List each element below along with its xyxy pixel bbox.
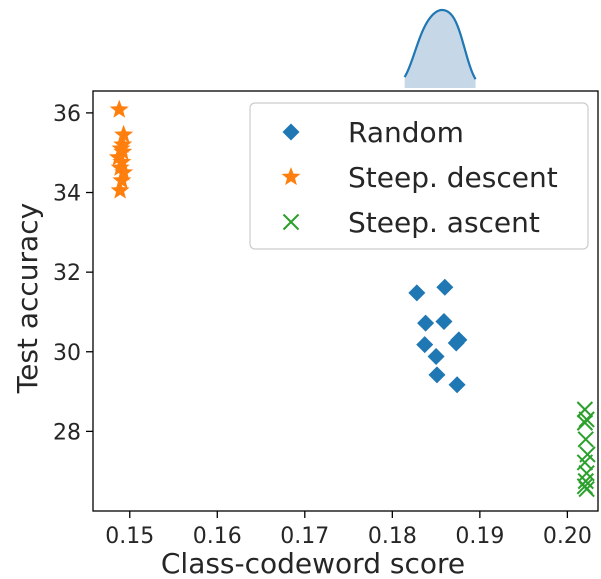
point-steep-descent <box>109 99 129 118</box>
point-steep-ascent <box>577 431 594 448</box>
y-tick-label: 32 <box>53 261 81 286</box>
x-tick-label: 0.18 <box>368 524 417 549</box>
point-random <box>436 278 454 296</box>
point-random <box>427 348 445 366</box>
point-steep-ascent <box>578 411 595 428</box>
legend-label: Random <box>348 116 464 149</box>
y-tick-label: 34 <box>53 182 81 207</box>
legend-marker <box>282 213 300 231</box>
plot-frame <box>92 90 599 512</box>
y-axis-label: Test accuracy <box>11 203 44 394</box>
point-random <box>435 313 453 331</box>
point-steep-descent <box>110 180 130 199</box>
point-random <box>450 331 468 349</box>
x-tick-label: 0.17 <box>280 524 329 549</box>
point-steep-ascent <box>576 414 594 431</box>
x-axis-label: Class-codeword score <box>161 547 465 579</box>
x-tick-label: 0.16 <box>193 524 242 549</box>
point-steep-descent <box>112 170 132 189</box>
legend-marker <box>282 123 300 141</box>
point-steep-descent <box>112 152 132 171</box>
point-random <box>408 284 426 302</box>
point-steep-descent <box>114 124 134 143</box>
y-axis-ticks: 28 30 32 34 36 <box>53 102 93 445</box>
point-random <box>417 314 435 332</box>
x-tick-label: 0.19 <box>455 524 504 549</box>
legend-box <box>249 102 589 250</box>
point-steep-ascent <box>578 480 595 498</box>
legend: Random Steep. descent Steep. ascent <box>249 102 589 250</box>
point-steep-descent <box>108 147 128 166</box>
legend-label: Steep. ascent <box>348 206 540 239</box>
point-steep-descent <box>110 157 130 176</box>
data-points <box>108 99 596 498</box>
point-random <box>416 336 434 354</box>
y-tick-label: 30 <box>53 341 81 366</box>
x-tick-label: 0.20 <box>543 524 592 549</box>
point-steep-descent <box>113 141 133 160</box>
marginal-density-line <box>403 8 477 80</box>
x-axis-ticks: 0.15 0.16 0.17 0.18 0.19 0.20 <box>105 511 592 549</box>
x-tick-label: 0.15 <box>105 524 154 549</box>
legend-marker <box>281 167 301 186</box>
y-tick-label: 36 <box>53 102 81 127</box>
y-tick-label: 28 <box>53 420 81 445</box>
point-steep-descent <box>114 162 134 181</box>
legend-label: Steep. descent <box>348 161 558 194</box>
point-random <box>428 366 446 384</box>
point-random <box>448 376 466 394</box>
point-steep-ascent <box>576 401 594 418</box>
marginal-density <box>403 8 477 88</box>
